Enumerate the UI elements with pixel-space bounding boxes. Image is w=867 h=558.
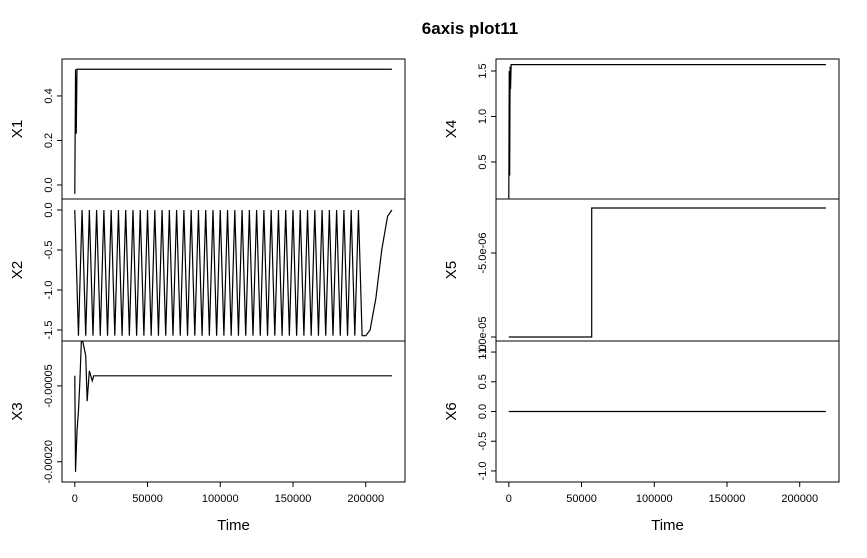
y-axis-label: X1	[9, 120, 26, 138]
y-tick-label: -1.0e-05	[477, 317, 489, 358]
data-line	[74, 209, 393, 337]
x-tick-label: 150000	[275, 493, 312, 505]
y-axis-label: X5	[443, 261, 460, 279]
x-axis-label: Time	[217, 517, 250, 534]
y-tick-label: 0.5	[477, 154, 489, 169]
y-tick-label: 0.2	[43, 133, 55, 148]
y-axis-label: X3	[9, 402, 26, 420]
y-tick-label: 1.0	[477, 344, 489, 359]
data-line	[74, 68, 392, 194]
x-tick-label: 200000	[781, 493, 818, 505]
y-tick-label: 0.5	[477, 374, 489, 389]
panel-frame	[495, 198, 840, 342]
x-tick-label: 0	[506, 493, 512, 505]
y-tick-label: -5.0e-06	[477, 233, 489, 274]
x-tick-label: 200000	[347, 493, 384, 505]
y-axis-label: X4	[443, 120, 460, 138]
y-tick-label: 0.0	[43, 177, 55, 192]
panel-frame	[495, 58, 840, 200]
data-line	[508, 64, 826, 199]
y-axis-label: X6	[443, 402, 460, 420]
y-tick-label: -0.5	[477, 432, 489, 451]
x-tick-label: 50000	[566, 493, 597, 505]
y-tick-label: -0.00020	[43, 440, 55, 483]
y-tick-label: 1.5	[477, 63, 489, 78]
y-tick-label: -1.5	[43, 321, 55, 340]
y-tick-label: 0.0	[477, 404, 489, 419]
figure-title: 6axis plot11	[422, 19, 518, 38]
y-tick-label: 0.4	[43, 88, 55, 103]
x-tick-label: 150000	[709, 493, 746, 505]
y-tick-label: 1.0	[477, 109, 489, 124]
panel-frame	[61, 340, 406, 483]
x-tick-label: 50000	[132, 493, 163, 505]
y-tick-label: -1.0	[477, 461, 489, 480]
x-tick-label: 100000	[636, 493, 673, 505]
y-tick-label: -0.5	[43, 241, 55, 260]
y-tick-label: -1.0	[43, 281, 55, 300]
y-tick-label: -0.00005	[43, 364, 55, 407]
panel-frame	[61, 58, 406, 200]
x-tick-label: 100000	[202, 493, 239, 505]
data-line	[74, 340, 392, 472]
y-axis-label: X2	[9, 261, 26, 279]
x-axis-label: Time	[651, 517, 684, 534]
data-line	[508, 207, 826, 338]
x-tick-label: 0	[72, 493, 78, 505]
y-tick-label: 0.0	[43, 202, 55, 217]
